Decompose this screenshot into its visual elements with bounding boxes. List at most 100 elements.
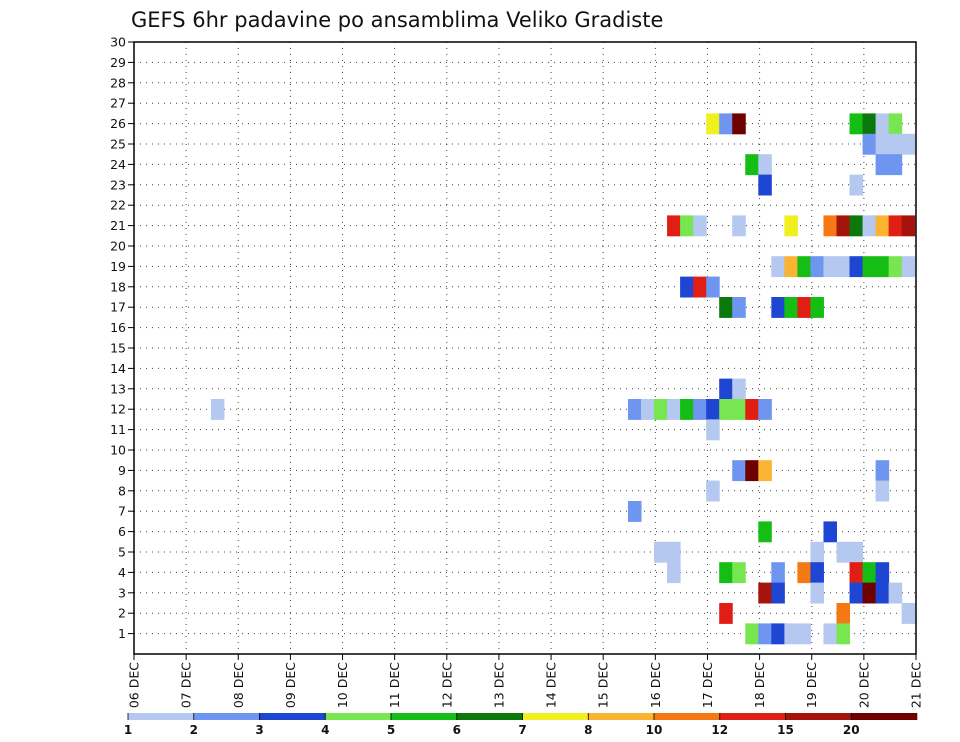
heatmap-cell <box>693 215 707 237</box>
y-tick-label: 1 <box>118 626 126 641</box>
heatmap-cell <box>849 541 864 563</box>
heatmap-cell <box>797 623 811 645</box>
heatmap-cell <box>797 256 811 278</box>
axes: 1234567891011121314151617181920212223242… <box>110 35 923 709</box>
legend-label: 4 <box>321 723 329 737</box>
heatmap-cell <box>719 603 733 624</box>
heatmap-cell <box>745 154 759 176</box>
legend-label: 2 <box>190 723 198 737</box>
heatmap-cell <box>888 256 903 278</box>
legend-swatch <box>588 713 655 720</box>
heatmap-cell <box>875 562 890 584</box>
y-tick-label: 11 <box>110 422 126 437</box>
heatmap-cell <box>680 215 694 237</box>
heatmap-cell <box>888 113 903 135</box>
legend-label: 6 <box>453 723 461 737</box>
heatmap-cell <box>758 174 772 196</box>
legend-label: 8 <box>584 723 592 737</box>
heatmap-cell <box>862 133 877 155</box>
y-tick-label: 15 <box>110 341 126 356</box>
x-tick-label: 16 DEC <box>648 662 663 708</box>
heatmap-cell <box>771 297 785 318</box>
heatmap-cell <box>875 133 890 155</box>
y-tick-label: 10 <box>110 443 126 458</box>
heatmap-cell <box>875 154 890 176</box>
heatmap-cell <box>732 562 746 584</box>
x-tick-label: 09 DEC <box>283 662 298 708</box>
y-tick-label: 27 <box>110 96 126 111</box>
heatmap-cell <box>680 276 694 298</box>
x-tick-label: 14 DEC <box>544 662 559 708</box>
heatmap-cell <box>706 419 720 441</box>
heatmap-cell <box>758 623 772 645</box>
heatmap-cell <box>797 562 811 584</box>
heatmap-cell <box>888 154 903 176</box>
heatmap-cell <box>719 297 733 318</box>
legend-swatch <box>456 713 523 720</box>
heatmap-cell <box>810 582 824 604</box>
y-tick-label: 24 <box>110 157 126 172</box>
heatmap-cell <box>875 215 890 237</box>
heatmap-cell <box>875 480 890 502</box>
heatmap-cell <box>823 623 837 645</box>
x-tick-label: 06 DEC <box>127 662 142 708</box>
heatmap-cell <box>667 562 681 584</box>
heatmap-cell <box>888 133 903 155</box>
heatmap-cell <box>771 623 785 645</box>
heatmap-cell <box>810 562 824 584</box>
heatmap-cell <box>836 603 851 624</box>
y-tick-label: 7 <box>118 504 126 519</box>
heatmap-cell <box>875 113 890 135</box>
legend-label: 10 <box>646 723 663 737</box>
heatmap-cell <box>836 215 851 237</box>
heatmap-cell <box>654 399 668 420</box>
y-tick-label: 6 <box>118 524 126 539</box>
heatmap-cell <box>901 215 916 237</box>
heatmap-cell <box>849 113 864 135</box>
heatmap-cell <box>771 582 785 604</box>
heatmap-cell <box>836 623 851 645</box>
heatmap-cell <box>836 541 851 563</box>
y-tick-label: 9 <box>118 463 126 478</box>
x-tick-label: 11 DEC <box>387 662 402 708</box>
legend-swatch <box>128 713 195 720</box>
heatmap-cell <box>719 562 733 584</box>
heatmap-cell <box>758 582 772 604</box>
y-tick-label: 23 <box>110 177 126 192</box>
x-tick-label: 13 DEC <box>491 662 506 708</box>
heatmap-cell <box>654 541 668 563</box>
heatmap-cell <box>784 256 798 278</box>
heatmap-cell <box>810 541 824 563</box>
heatmap-cell <box>667 215 681 237</box>
heatmap-cell <box>210 399 225 420</box>
heatmap-cell <box>732 215 746 237</box>
heatmap-cell <box>706 276 720 298</box>
heatmap-cell <box>745 623 759 645</box>
heatmap-cell <box>732 378 746 400</box>
heatmap-cell <box>758 154 772 176</box>
y-tick-label: 25 <box>110 137 126 152</box>
heatmap-cell <box>849 215 864 237</box>
y-tick-label: 29 <box>110 55 126 70</box>
heatmap-cell <box>732 113 746 135</box>
heatmap-cell <box>862 215 877 237</box>
legend-swatch <box>654 713 721 720</box>
heatmap-cell <box>810 256 824 278</box>
y-tick-label: 19 <box>110 259 126 274</box>
legend-label: 12 <box>711 723 728 737</box>
legend-swatch <box>851 713 918 720</box>
heatmap-cell <box>693 276 707 298</box>
heatmap-cell <box>888 215 903 237</box>
legend-label: 7 <box>518 723 526 737</box>
heatmap-cell <box>849 562 864 584</box>
legend-swatch <box>259 713 326 720</box>
x-tick-label: 17 DEC <box>700 662 715 708</box>
x-tick-label: 08 DEC <box>231 662 246 708</box>
heatmap-cell <box>745 460 759 482</box>
heatmap-cell <box>680 399 694 420</box>
x-tick-label: 18 DEC <box>752 662 767 708</box>
heatmap-cell <box>862 113 877 135</box>
color-legend: 1 2 3 4 5 6 7 8 10 12 15 20 <box>124 713 918 737</box>
y-tick-label: 4 <box>118 565 126 580</box>
heatmap-cell <box>771 562 785 584</box>
